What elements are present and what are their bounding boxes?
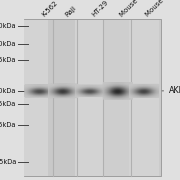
Text: 100kDa: 100kDa (0, 23, 16, 29)
Text: 70kDa: 70kDa (0, 41, 16, 47)
Text: 40kDa: 40kDa (0, 88, 16, 94)
Bar (103, 20, 133, 176)
Text: 55kDa: 55kDa (0, 57, 16, 63)
Text: AKR1A1: AKR1A1 (162, 86, 180, 95)
Text: 15kDa: 15kDa (0, 159, 16, 165)
Bar (75, 20, 105, 176)
Text: K-562: K-562 (40, 0, 58, 18)
Text: 35kDa: 35kDa (0, 100, 16, 107)
Bar (24, 19, 161, 176)
Text: HT-29: HT-29 (91, 0, 109, 18)
Bar (24, 20, 55, 176)
Text: 25kDa: 25kDa (0, 122, 16, 128)
Bar (129, 20, 159, 176)
Text: Raji: Raji (64, 5, 77, 18)
Text: Mouse kidney: Mouse kidney (119, 0, 157, 18)
Bar (48, 20, 78, 176)
Text: Mouse liver: Mouse liver (145, 0, 177, 18)
